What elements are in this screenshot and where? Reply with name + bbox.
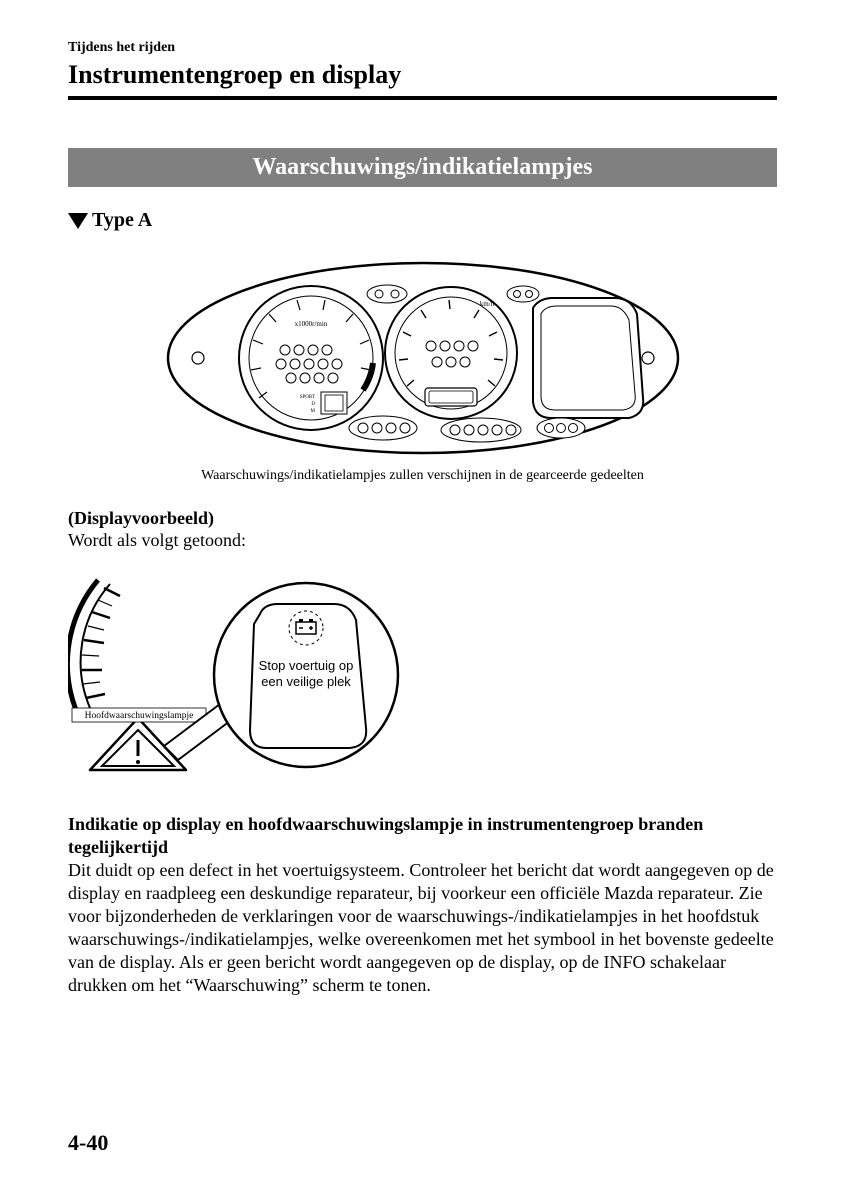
paragraph-heading: Indikatie op display en hoofdwaarschuwin… xyxy=(68,813,777,859)
display-msg-line2: een veilige plek xyxy=(261,674,351,689)
display-example-heading: (Displayvoorbeeld) xyxy=(68,508,777,529)
d-label: D xyxy=(311,402,315,407)
section-banner: Waarschuwings/indikatielampjes xyxy=(68,148,777,187)
header-divider xyxy=(68,96,777,100)
cluster-caption: Waarschuwings/indikatielampjes zullen ve… xyxy=(68,468,777,484)
display-example-intro: Wordt als volgt getoond: xyxy=(68,529,777,552)
type-label: Type A xyxy=(68,209,777,232)
display-msg-line1: Stop voertuig op xyxy=(259,658,354,673)
chapter-large-heading: Instrumentengroep en display xyxy=(68,60,777,90)
tach-unit-label: x1000r/min xyxy=(294,320,327,328)
page-number: 4-40 xyxy=(68,1130,108,1156)
speed-unit-label: km/h xyxy=(479,300,494,308)
instrument-cluster-diagram: x1000r/min SPORT D M km/h xyxy=(163,258,683,458)
display-example-diagram: Hoofdwaarschuwingslampje Stop voertuig o… xyxy=(68,570,408,780)
chapter-small-heading: Tijdens het rijden xyxy=(68,40,777,56)
m-label: M xyxy=(310,409,315,414)
paragraph-body: Dit duidt op een defect in het voertuigs… xyxy=(68,859,777,997)
type-label-text: Type A xyxy=(92,209,152,232)
triangle-marker-icon xyxy=(68,213,88,229)
sport-label: SPORT xyxy=(299,395,314,400)
callout-label: Hoofdwaarschuwingslampje xyxy=(85,710,194,721)
